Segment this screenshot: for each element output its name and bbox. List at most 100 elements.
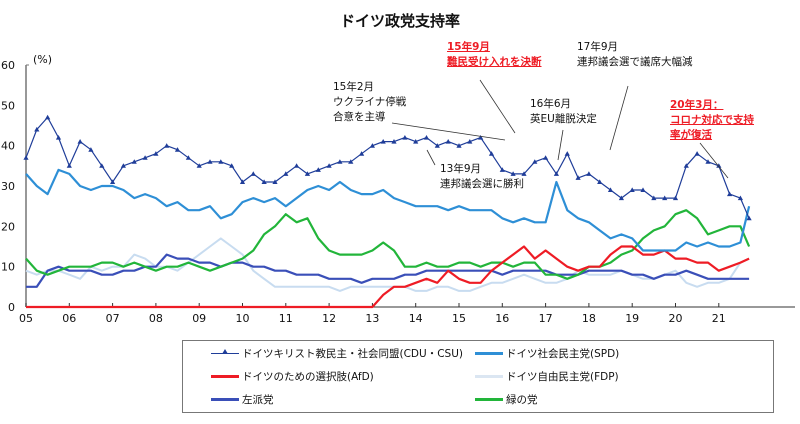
legend-swatch-cdu: [211, 348, 239, 354]
data-point-cdu: [575, 175, 581, 180]
x-tick-label: 13: [365, 312, 379, 325]
data-point-cdu: [207, 159, 213, 164]
legend-label-afd: ドイツのための選択肢(AfD): [242, 370, 374, 383]
annotation-election-2013: 13年9月 連邦議会選に勝利: [440, 163, 524, 190]
data-point-cdu: [348, 159, 354, 164]
x-tick-label: 19: [625, 312, 639, 325]
annotation-leader-line: [699, 142, 729, 179]
data-point-cdu: [402, 135, 408, 140]
x-tick-label: 16: [495, 312, 509, 325]
legend-item-linke: 左派党: [211, 390, 274, 408]
data-point-cdu: [705, 159, 711, 164]
x-tick-label: 08: [149, 312, 163, 325]
series-line-5: [25, 209, 751, 280]
data-point-cdu: [618, 195, 624, 201]
x-tick-label: 07: [106, 312, 120, 325]
data-point-cdu: [532, 159, 538, 164]
x-tick-label: 09: [192, 312, 206, 325]
data-point-cdu: [737, 195, 743, 201]
legend-swatch-spd: [475, 351, 503, 355]
data-point-cdu: [413, 139, 419, 144]
data-point-cdu: [607, 187, 614, 192]
y-tick-label: 50: [1, 99, 15, 112]
y-tick-label: 60: [1, 59, 15, 72]
annotation-brexit: 16年6月 英EU離脱決定: [530, 98, 597, 125]
data-point-cdu: [304, 171, 311, 176]
legend-swatch-afd: [211, 374, 239, 378]
data-point-cdu: [55, 135, 62, 140]
data-point-cdu: [672, 195, 679, 201]
annotation-corona: 20年3月： コロナ対応で支持 率が復活: [670, 99, 754, 141]
x-tick-label: 18: [582, 312, 596, 325]
data-point-cdu: [99, 163, 105, 168]
data-point-cdu: [250, 171, 256, 176]
data-point-cdu: [315, 167, 321, 172]
legend-label-cdu: ドイツキリスト教民主・社会同盟(CDU・CSU): [242, 347, 463, 360]
data-point-cdu: [662, 195, 668, 201]
x-tick-label: 12: [322, 312, 336, 325]
x-tick-label: 15: [452, 312, 466, 325]
data-point-cdu: [694, 151, 700, 156]
data-point-cdu: [294, 163, 300, 168]
data-point-cdu: [359, 151, 365, 156]
legend-label-greens: 緑の党: [506, 393, 538, 406]
x-tick-label: 06: [62, 312, 76, 325]
y-axis-label: (%): [33, 53, 52, 66]
data-point-cdu: [467, 139, 473, 144]
data-point-cdu: [45, 114, 51, 120]
legend-label-linke: 左派党: [242, 393, 274, 406]
data-point-cdu: [153, 151, 159, 156]
data-point-cdu: [88, 147, 94, 152]
data-point-cdu: [77, 139, 83, 144]
annotation-leader-line: [609, 85, 629, 151]
legend-swatch-fdp: [475, 374, 503, 378]
x-tick-label: 20: [669, 312, 683, 325]
data-point-cdu: [66, 163, 72, 168]
data-point-cdu: [283, 171, 289, 176]
data-point-cdu: [272, 179, 278, 184]
data-point-cdu: [651, 195, 657, 201]
legend-item-cdu: ドイツキリスト教民主・社会同盟(CDU・CSU): [211, 344, 463, 362]
legend-label-fdp: ドイツ自由民主党(FDP): [506, 370, 619, 383]
data-point-cdu: [564, 151, 570, 156]
series-line-1: [25, 168, 751, 252]
annotation-leader-line: [557, 129, 564, 161]
legend-label-spd: ドイツ社会民主党(SPD): [506, 347, 620, 360]
annotation-ukraine: 15年2月 ウクライナ停戦 合意を主導: [333, 81, 407, 123]
data-point-cdu: [380, 139, 386, 144]
data-point-cdu: [239, 179, 246, 184]
data-point-cdu: [488, 151, 495, 156]
x-tick-label: 21: [712, 312, 726, 325]
y-tick-label: 0: [8, 301, 15, 314]
line-chart: (%) 0 10 20 30 40 50 60 05 06 07 08 09 10 11 12 13 14 15 16…: [1, 53, 795, 325]
data-point-cdu: [640, 187, 646, 192]
data-point-cdu: [110, 179, 116, 184]
data-point-cdu: [423, 135, 430, 140]
y-tick-label: 30: [1, 180, 15, 193]
data-point-cdu: [586, 171, 592, 176]
chart-title: ドイツ政党支持率: [339, 12, 460, 30]
x-tick-label: 17: [539, 312, 553, 325]
x-tick-label: 05: [19, 312, 33, 325]
y-tick-label: 20: [1, 220, 15, 233]
annotation-leader-line: [479, 79, 516, 134]
data-point-cdu: [521, 171, 527, 176]
data-point-cdu: [434, 143, 440, 148]
y-tick-label: 10: [1, 261, 15, 274]
data-point-cdu: [478, 135, 484, 140]
data-point-cdu: [716, 163, 722, 168]
data-point-cdu: [746, 215, 752, 221]
data-point-cdu: [120, 163, 126, 168]
legend-swatch-greens: [475, 397, 503, 401]
data-point-cdu: [683, 163, 689, 168]
data-point-cdu: [218, 159, 224, 164]
data-point-cdu: [337, 159, 343, 164]
data-point-cdu: [142, 155, 148, 160]
data-point-cdu: [553, 171, 559, 176]
data-point-cdu: [23, 155, 29, 160]
x-tick-label: 14: [409, 312, 423, 325]
annotation-refugees: 15年9月 難民受け入れを決断: [447, 41, 542, 68]
data-point-cdu: [391, 139, 397, 144]
data-point-cdu: [510, 171, 516, 176]
data-point-cdu: [727, 191, 733, 197]
